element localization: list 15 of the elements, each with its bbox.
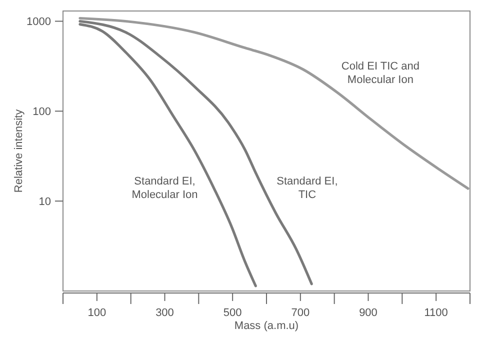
x-tick-label: 700	[291, 307, 310, 319]
y-tick-label: 1000	[26, 16, 51, 28]
y-tick-label: 100	[32, 106, 51, 118]
x-tick-label: 500	[223, 307, 242, 319]
line-series	[78, 16, 470, 190]
y-tick-label: 10	[38, 196, 51, 208]
annotation: Standard EI, Molecular Ion	[132, 175, 198, 201]
x-tick-label: 1100	[424, 307, 448, 319]
x-axis-title: Mass (a.m.u)	[234, 320, 299, 332]
annotation: Standard EI, TIC	[276, 175, 338, 201]
annotation: Cold EI TIC and Molecular Ion	[341, 60, 420, 86]
x-tick-label: 900	[359, 307, 378, 319]
x-tick-label: 300	[156, 307, 174, 319]
y-axis-title: Relative intensity	[13, 108, 25, 193]
x-tick-label: 100	[88, 307, 106, 319]
